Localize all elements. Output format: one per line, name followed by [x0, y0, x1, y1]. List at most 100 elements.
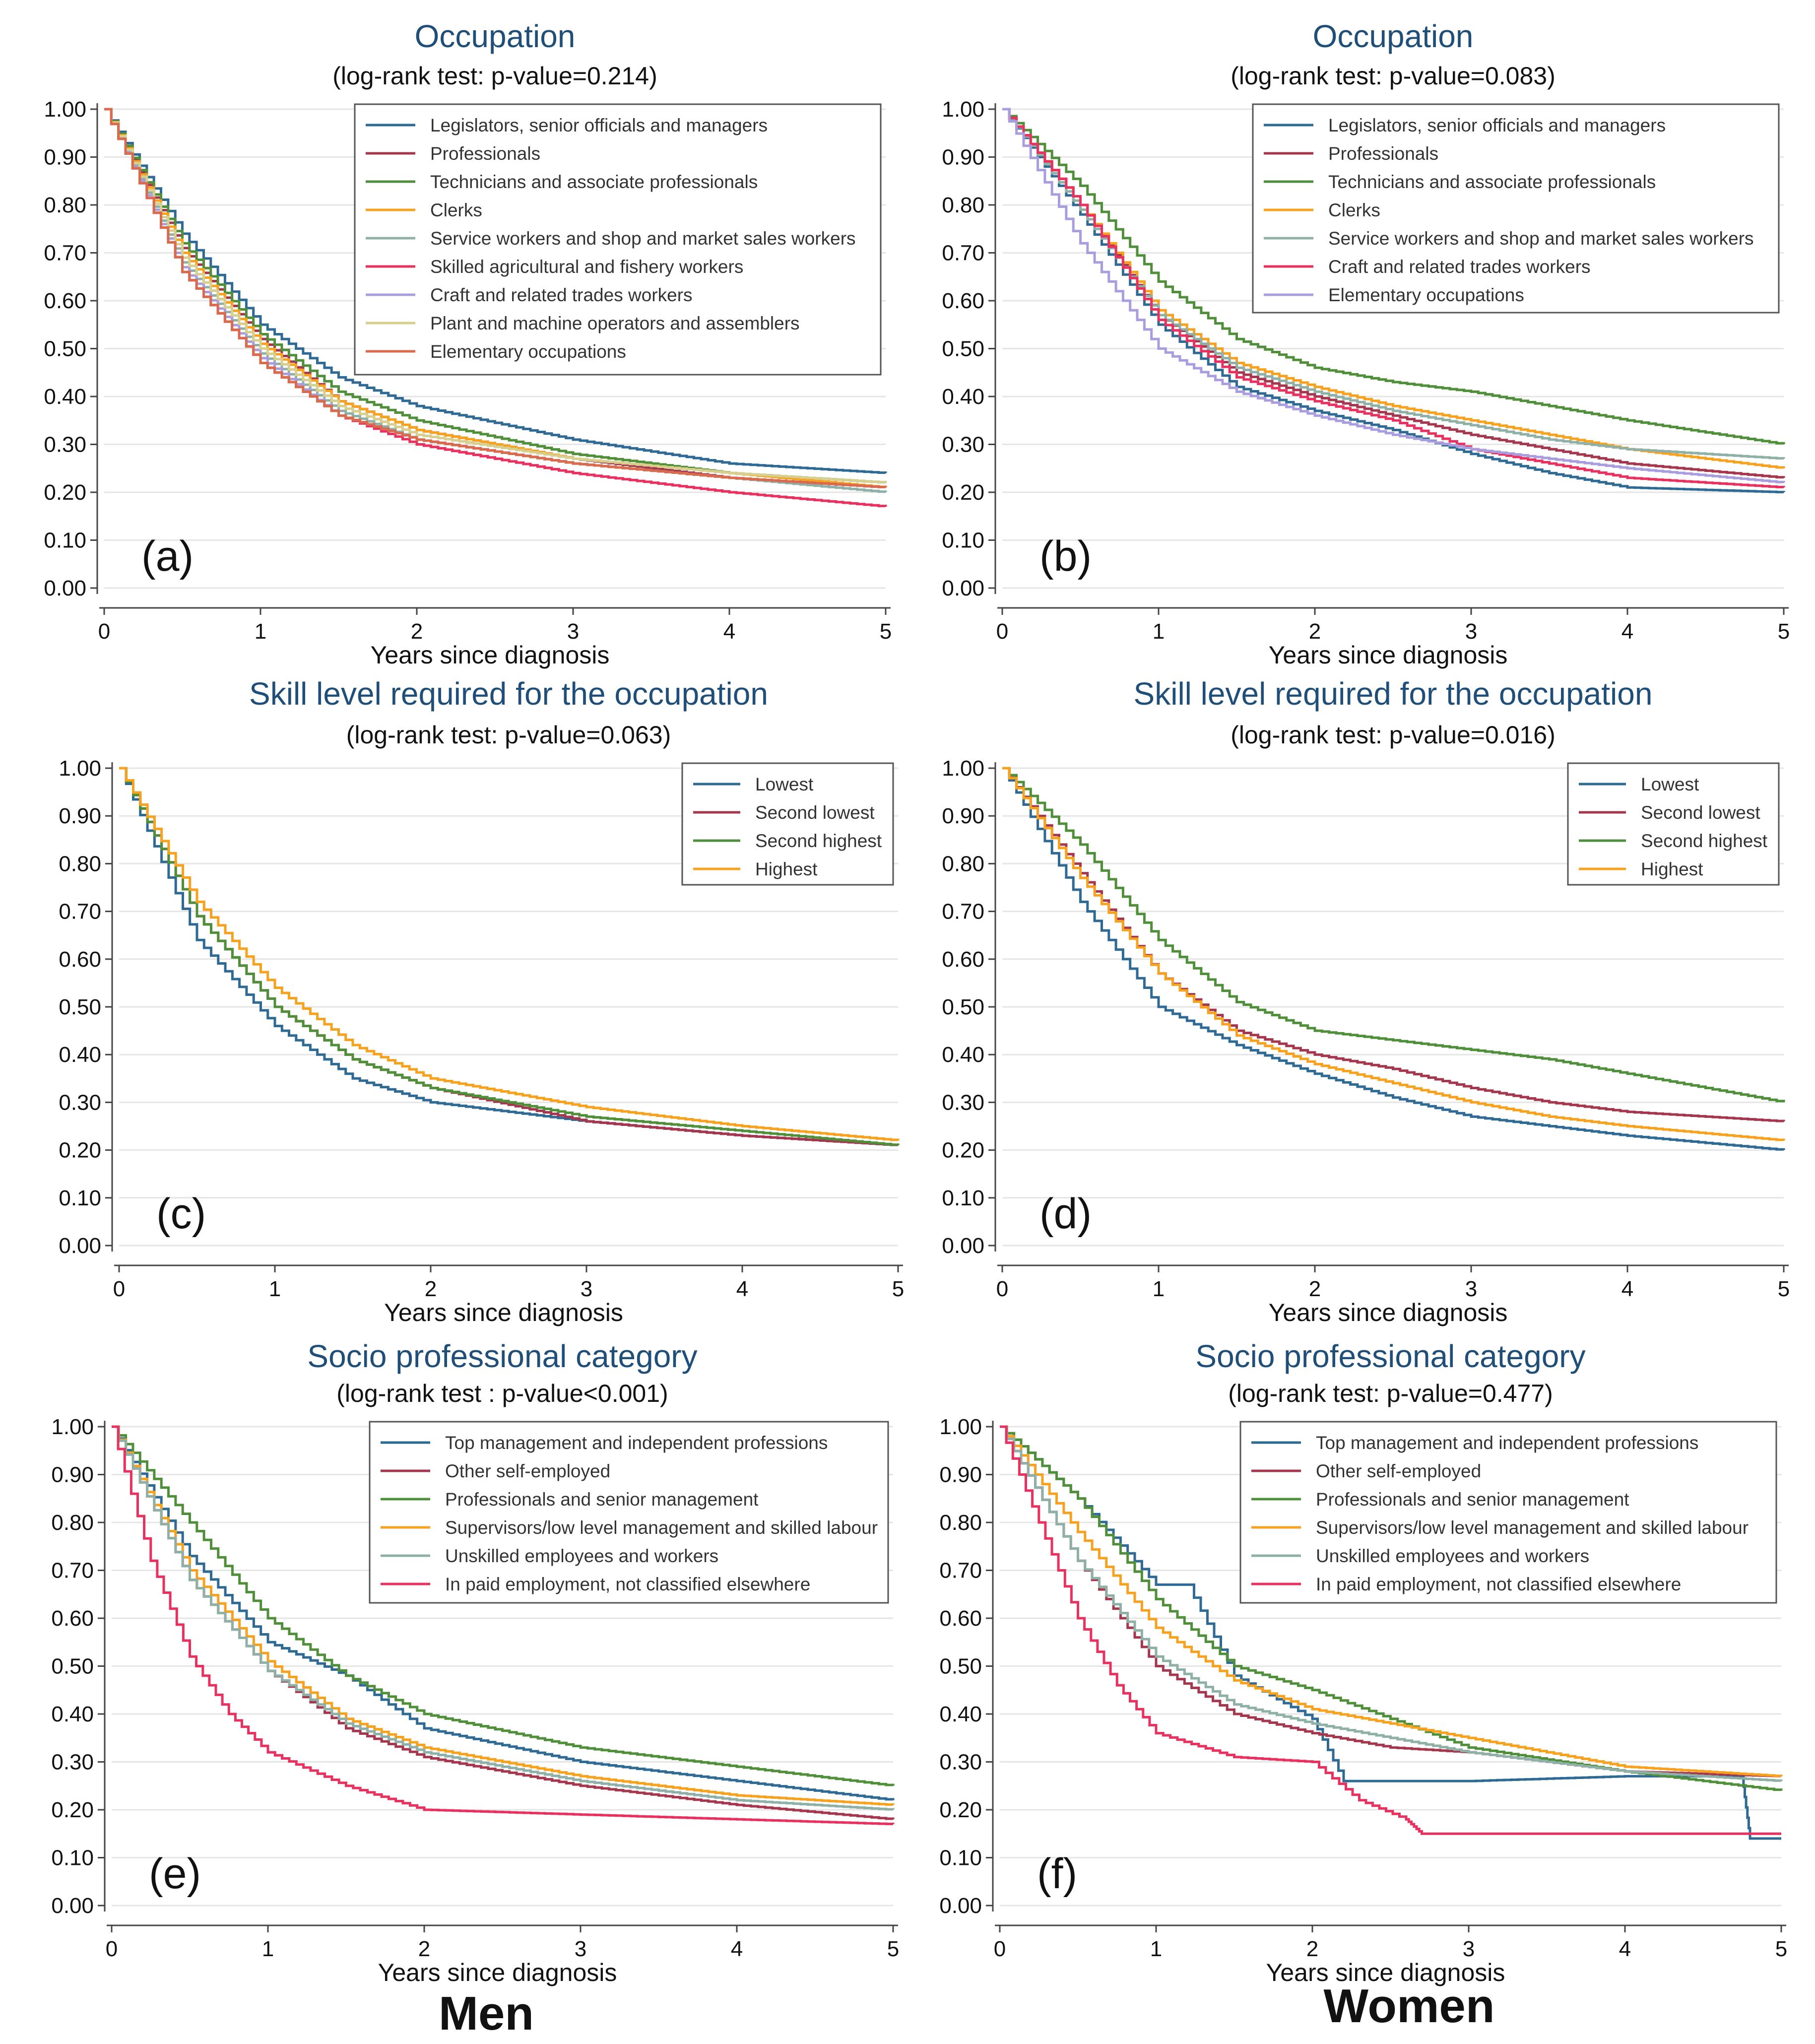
y-tick-label: 0.60 — [942, 289, 984, 313]
legend-entry: Elementary occupations — [430, 341, 626, 362]
x-tick-label: 3 — [1465, 619, 1477, 644]
legend-entry: Plant and machine operators and assemble… — [430, 313, 800, 333]
panel-label: (e) — [149, 1850, 201, 1898]
series-line — [112, 1425, 895, 1786]
chart-title: Occupation — [415, 18, 576, 54]
x-tick-label: 1 — [255, 619, 266, 644]
x-tick-label: 5 — [1778, 1277, 1790, 1301]
x-tick-label: 0 — [113, 1277, 125, 1301]
series-line — [1002, 108, 1785, 483]
y-tick-label: 0.30 — [942, 1090, 984, 1115]
x-tick-label: 2 — [1306, 1937, 1318, 1961]
y-tick-label: 0.60 — [44, 289, 86, 313]
y-tick-label: 0.80 — [44, 193, 86, 217]
x-tick-label: 3 — [1465, 1277, 1477, 1301]
series-line — [1002, 767, 1785, 1122]
series-line — [112, 1425, 895, 1825]
legend-entry: Elementary occupations — [1328, 285, 1524, 305]
chart-subtitle: (log-rank test: p-value=0.083) — [1231, 62, 1556, 90]
chart-panel-c: Skill level required for the occupation (… — [59, 676, 904, 1326]
x-axis-label: Years since diagnosis — [371, 641, 610, 669]
y-tick-label: 0.30 — [44, 433, 86, 457]
x-tick-label: 1 — [262, 1937, 274, 1961]
series-line — [112, 1425, 895, 1801]
y-tick-label: 0.80 — [939, 1511, 982, 1535]
legend-entry: Professionals and senior management — [1316, 1489, 1629, 1510]
x-tick-label: 1 — [1153, 619, 1165, 644]
legend-entry: In paid employment, not classified elsew… — [1316, 1574, 1681, 1594]
x-tick-label: 0 — [106, 1937, 118, 1961]
legend-entry: Second highest — [1641, 831, 1768, 851]
y-tick-label: 0.50 — [939, 1654, 982, 1679]
legend-entry: Unskilled employees and workers — [1316, 1546, 1589, 1566]
legend-entry: Skilled agricultural and fishery workers — [430, 257, 743, 277]
y-tick-label: 0.40 — [939, 1702, 982, 1726]
y-tick-label: 0.10 — [59, 1186, 101, 1210]
legend-entry: In paid employment, not classified elsew… — [445, 1574, 810, 1594]
y-tick-label: 0.10 — [51, 1846, 94, 1870]
chart-panel-f: Socio professional category (log-rank tes… — [939, 1338, 1787, 1986]
x-tick-label: 2 — [425, 1277, 437, 1301]
x-tick-label: 5 — [887, 1937, 899, 1961]
legend-entry: Supervisors/low level management and ski… — [1316, 1517, 1749, 1538]
x-tick-label: 4 — [1621, 1277, 1633, 1301]
y-tick-label: 0.40 — [59, 1043, 101, 1067]
series-line — [1000, 1425, 1781, 1835]
series-line — [1002, 108, 1785, 494]
y-tick-label: 0.10 — [942, 528, 984, 553]
y-tick-label: 0.60 — [939, 1606, 982, 1631]
legend-entry: Highest — [1641, 859, 1703, 879]
series-line — [1002, 108, 1785, 488]
chart-subtitle: (log-rank test: p-value=0.016) — [1231, 721, 1556, 749]
x-tick-label: 2 — [411, 619, 423, 644]
series-line — [119, 767, 900, 1141]
y-tick-label: 0.80 — [942, 852, 984, 876]
x-axis-label: Years since diagnosis — [1266, 1959, 1505, 1986]
series-line — [1002, 108, 1785, 460]
legend-box — [369, 1421, 889, 1604]
y-tick-label: 1.00 — [51, 1415, 94, 1439]
y-tick-label: 0.00 — [939, 1894, 982, 1918]
y-tick-label: 1.00 — [942, 756, 984, 781]
y-tick-label: 0.60 — [942, 947, 984, 972]
y-tick-label: 0.00 — [44, 576, 86, 600]
series-line — [104, 108, 887, 474]
legend-entry: Technicians and associate professionals — [430, 172, 758, 192]
legend-entry: Lowest — [755, 774, 814, 794]
y-tick-label: 0.50 — [44, 337, 86, 361]
x-tick-label: 3 — [1463, 1937, 1475, 1961]
legend-box — [1239, 1421, 1777, 1604]
y-tick-label: 0.90 — [942, 804, 984, 828]
y-tick-label: 0.50 — [942, 337, 984, 361]
legend: Legislators, senior officials and manage… — [1252, 103, 1780, 314]
y-tick-label: 0.80 — [59, 852, 101, 876]
x-tick-label: 4 — [736, 1277, 748, 1301]
x-axis-label: Years since diagnosis — [1269, 1299, 1508, 1326]
x-tick-label: 4 — [731, 1937, 743, 1961]
legend-entry: Second lowest — [1641, 802, 1760, 823]
x-tick-label: 5 — [1775, 1937, 1787, 1961]
y-tick-label: 0.40 — [44, 385, 86, 409]
y-tick-label: 0.70 — [51, 1559, 94, 1583]
legend-entry: Professionals — [1328, 143, 1438, 164]
legend-entry: Highest — [755, 859, 818, 879]
x-tick-label: 3 — [567, 619, 579, 644]
y-tick-label: 0.80 — [51, 1511, 94, 1535]
chart-title: Socio professional category — [307, 1338, 697, 1374]
y-tick-label: 0.50 — [942, 995, 984, 1019]
chart-title: Skill level required for the occupation — [1134, 676, 1653, 712]
y-tick-label: 1.00 — [939, 1415, 982, 1439]
legend-entry: Supervisors/low level management and ski… — [445, 1517, 878, 1538]
chart-subtitle: (log-rank test: p-value=0.063) — [346, 721, 671, 749]
y-tick-label: 0.30 — [59, 1090, 101, 1115]
y-tick-label: 0.70 — [59, 900, 101, 924]
y-tick-label: 0.50 — [51, 1654, 94, 1679]
y-tick-label: 1.00 — [59, 756, 101, 781]
chart-subtitle: (log-rank test: p-value=0.477) — [1228, 1380, 1553, 1407]
y-tick-label: 0.10 — [942, 1186, 984, 1210]
legend-entry: Technicians and associate professionals — [1328, 172, 1656, 192]
legend-entry: Clerks — [1328, 200, 1380, 220]
y-tick-label: 0.60 — [59, 947, 101, 972]
legend-entry: Top management and independent professio… — [1316, 1433, 1698, 1453]
